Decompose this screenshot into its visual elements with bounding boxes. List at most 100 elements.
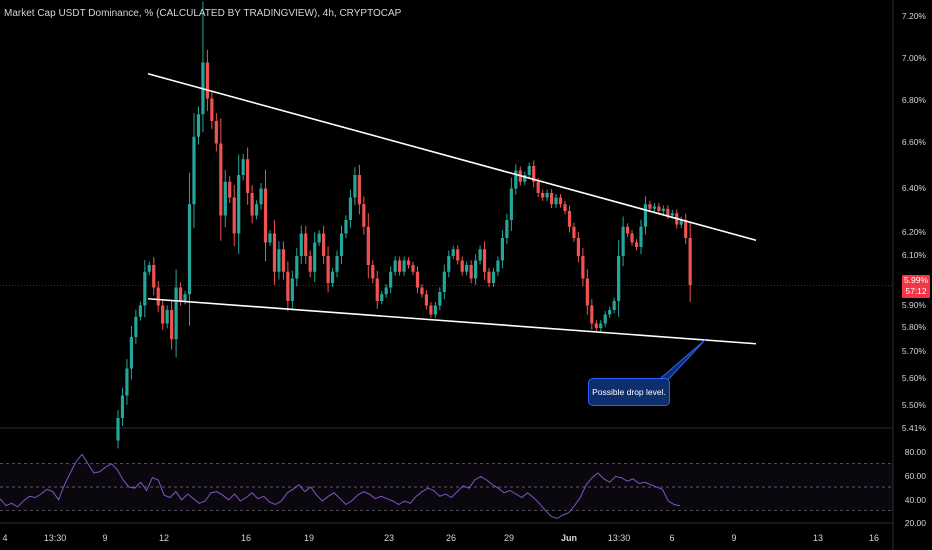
time-tick-label: 13:30	[607, 533, 631, 543]
candle-body	[290, 278, 294, 301]
candle-body	[161, 305, 165, 324]
candle-body	[567, 211, 572, 227]
candle-body	[353, 175, 357, 198]
candle-body	[491, 271, 496, 283]
drop-level-callout[interactable]: Possible drop level.	[588, 378, 670, 406]
candle-body	[322, 233, 326, 256]
upper-trendline	[147, 72, 757, 242]
price-tick-label: 5.70%	[901, 346, 926, 356]
candle-body	[254, 204, 259, 216]
candle-body	[411, 265, 415, 272]
candle-body	[143, 271, 147, 306]
candle-body	[116, 418, 120, 441]
candle-body	[348, 197, 353, 220]
candle-body	[541, 193, 545, 198]
candle-body	[612, 301, 616, 310]
candle-body	[389, 271, 393, 288]
candle-body	[679, 220, 683, 225]
candle-body	[219, 143, 223, 216]
time-tick-label: 9	[731, 533, 737, 543]
time-tick-label: 13	[812, 533, 824, 543]
candle-body	[134, 316, 138, 337]
candle-body	[152, 265, 156, 288]
rsi-tick-label: 20.00	[904, 518, 926, 528]
candle-body	[527, 166, 531, 175]
candle-body	[371, 265, 375, 279]
price-tick-label: 5.80%	[901, 322, 926, 332]
candle-body	[357, 175, 361, 205]
candle-body	[281, 249, 285, 272]
candle-body	[474, 260, 478, 279]
candle-body	[366, 226, 370, 265]
candle-body	[438, 292, 442, 306]
candle-body	[330, 271, 335, 283]
candle-body	[684, 220, 688, 238]
time-tick-label: 9	[102, 533, 108, 543]
candle-body	[223, 181, 227, 216]
candle-body	[259, 188, 263, 205]
candle-body	[402, 260, 406, 272]
candle-body	[447, 256, 451, 272]
candle-body	[263, 188, 268, 243]
candle-body	[670, 213, 674, 216]
candle-body	[487, 271, 491, 283]
candle-body	[500, 238, 505, 261]
bar-countdown: 57:12	[905, 286, 927, 296]
candle-body	[496, 260, 500, 272]
candle-body	[630, 233, 634, 243]
candle-body	[299, 233, 303, 256]
candle-body	[545, 193, 549, 198]
candle-body	[420, 287, 424, 295]
candle-body	[634, 242, 639, 247]
last-price-value: 5.99%	[903, 275, 929, 285]
time-tick-label: 23	[383, 533, 395, 543]
candle-body	[250, 193, 254, 216]
candle-body	[205, 62, 209, 99]
candle-body	[304, 233, 308, 256]
candle-body	[170, 310, 174, 340]
price-tick-label: 6.20%	[901, 227, 926, 237]
candle-body	[326, 256, 330, 283]
candle-body	[590, 305, 594, 324]
price-tick-label: 6.60%	[901, 137, 926, 147]
candle-body	[241, 159, 245, 175]
candle-body	[174, 287, 178, 340]
candle-body	[178, 287, 183, 301]
candle-body	[424, 294, 429, 306]
candle-body	[362, 204, 366, 227]
candle-body	[433, 305, 437, 315]
candle-body	[657, 206, 661, 211]
candle-body	[406, 260, 411, 265]
price-tick-label: 7.20%	[901, 11, 926, 21]
candle-body	[165, 310, 169, 324]
candle-body	[210, 98, 214, 121]
candle-body	[380, 294, 384, 301]
candle-body	[277, 249, 281, 272]
price-tick-label: 5.41%	[901, 423, 926, 433]
time-tick-label: 12	[158, 533, 170, 543]
candle-body	[594, 323, 598, 328]
candle-body	[268, 233, 272, 243]
candle-body	[187, 204, 192, 295]
candle-body	[648, 204, 652, 209]
candle-body	[639, 226, 643, 247]
rsi-tick-label: 40.00	[904, 495, 926, 505]
candle-body	[214, 121, 218, 144]
candle-body	[509, 188, 513, 220]
rsi-tick-label: 80.00	[904, 447, 926, 457]
candle-body	[532, 166, 536, 182]
candle-body	[228, 181, 232, 198]
rsi-tick-label: 60.00	[904, 471, 926, 481]
candle-body	[415, 271, 420, 288]
price-tick-label: 6.40%	[901, 183, 926, 193]
candle-body	[192, 136, 196, 205]
candle-body	[456, 249, 460, 261]
candle-body	[514, 170, 518, 189]
candle-body	[603, 314, 607, 324]
price-tick-label: 7.00%	[901, 53, 926, 63]
candle-body	[478, 249, 482, 261]
candle-body	[558, 197, 563, 205]
time-tick-label: 13:30	[43, 533, 67, 543]
